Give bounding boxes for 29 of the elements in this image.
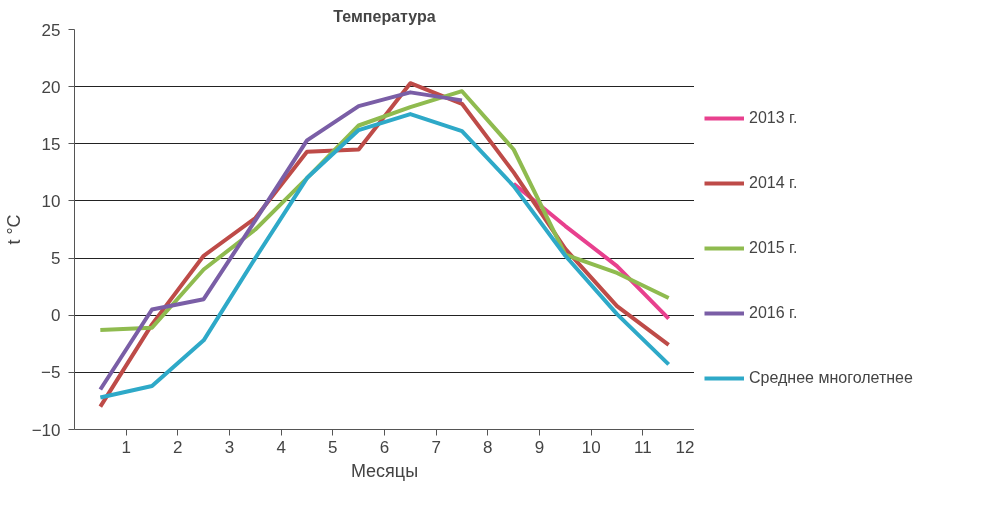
x-tick-label: 10	[581, 437, 601, 457]
x-tick-label: 4	[276, 437, 286, 457]
chart-title: Температура	[333, 7, 436, 25]
y-tick-label: 25	[41, 20, 61, 40]
x-tick-label: 11	[634, 437, 652, 457]
x-tick-label: 2	[173, 437, 183, 457]
y-tick-label: −10	[31, 420, 61, 440]
line-series	[98, 90, 464, 392]
y-axis-title: t °C	[3, 214, 24, 245]
x-tick-label: 12	[675, 437, 695, 457]
legend-label: 2014 г.	[749, 173, 798, 192]
x-tick-label: 9	[534, 437, 545, 457]
legend-label: 2015 г.	[749, 238, 798, 257]
legend-label: 2013 г.	[749, 108, 798, 127]
x-axis-title: Месяцы	[350, 460, 419, 481]
y-tick-label: 10	[41, 191, 61, 211]
x-tick-label: 6	[379, 437, 390, 457]
x-tick-label: 1	[121, 437, 131, 457]
x-tick-label: 5	[328, 437, 338, 457]
y-tick-label: −5	[41, 363, 61, 383]
y-tick-label: 5	[51, 249, 61, 269]
x-tick-label: 8	[483, 437, 493, 457]
x-tick-label: 7	[431, 437, 441, 457]
legend-label: 2016 г.	[749, 303, 798, 322]
y-tick-label: 15	[41, 134, 61, 154]
y-tick-label: 20	[41, 77, 61, 97]
legend-label: Среднее многолетнее	[749, 368, 913, 387]
x-tick-label: 3	[224, 437, 235, 457]
y-tick-label: 0	[51, 306, 61, 326]
